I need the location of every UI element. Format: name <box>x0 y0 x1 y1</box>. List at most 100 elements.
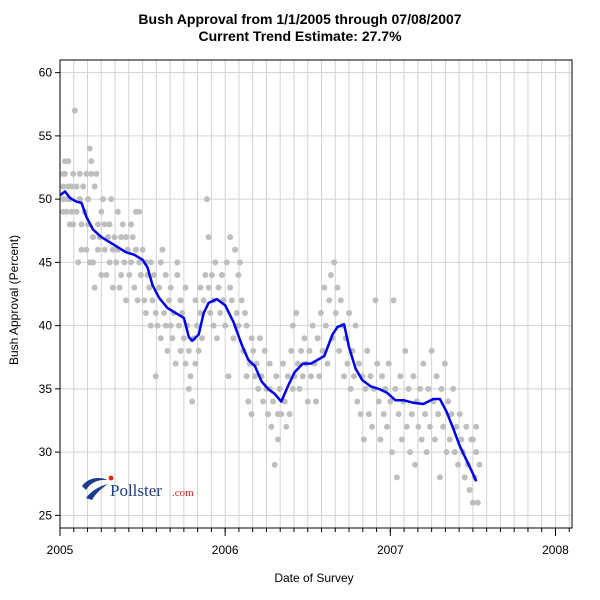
poll-point <box>393 474 400 481</box>
poll-point <box>245 398 252 405</box>
poll-point <box>451 449 458 456</box>
poll-point <box>156 284 163 291</box>
poll-point <box>167 284 174 291</box>
poll-point <box>433 373 440 380</box>
poll-point <box>294 360 301 367</box>
poll-point <box>237 259 244 266</box>
y-tick-label: 30 <box>39 445 53 459</box>
poll-point <box>392 385 399 392</box>
poll-point <box>334 284 341 291</box>
poll-point <box>98 208 105 215</box>
poll-point <box>157 335 164 342</box>
poll-point <box>175 322 182 329</box>
poll-point <box>321 284 328 291</box>
poll-point <box>146 284 153 291</box>
poll-point <box>128 221 135 228</box>
poll-point <box>94 221 101 228</box>
y-tick-label: 50 <box>39 192 53 206</box>
poll-point <box>289 385 296 392</box>
logo-swoosh-lower-icon <box>86 484 108 500</box>
poll-point <box>474 499 481 506</box>
poll-point <box>141 297 148 304</box>
poll-point <box>118 234 125 241</box>
poll-point <box>306 347 313 354</box>
poll-point <box>369 423 376 430</box>
poll-point <box>443 449 450 456</box>
poll-point <box>101 221 108 228</box>
poll-point <box>197 284 204 291</box>
poll-point <box>88 158 95 165</box>
poll-point <box>428 347 435 354</box>
poll-point <box>412 461 419 468</box>
x-tick-label: 2007 <box>377 543 404 557</box>
poll-point <box>364 347 371 354</box>
poll-point <box>228 297 235 304</box>
poll-point <box>425 385 432 392</box>
poll-point <box>197 309 204 316</box>
poll-point <box>418 436 425 443</box>
poll-point <box>207 309 214 316</box>
poll-point <box>177 297 184 304</box>
poll-point <box>99 196 106 203</box>
poll-point <box>235 272 242 279</box>
poll-point <box>208 272 215 279</box>
poll-point <box>469 499 476 506</box>
poll-point <box>384 423 391 430</box>
poll-point <box>446 436 453 443</box>
poll-point <box>164 347 171 354</box>
poll-point <box>435 411 442 418</box>
y-tick-label: 25 <box>39 508 53 522</box>
poll-point <box>126 272 133 279</box>
poll-point <box>218 272 225 279</box>
poll-point <box>387 398 394 405</box>
poll-point <box>456 411 463 418</box>
poll-point <box>76 196 83 203</box>
poll-point <box>379 373 386 380</box>
poll-point <box>103 272 110 279</box>
x-tick-label: 2005 <box>47 543 74 557</box>
poll-point <box>473 449 480 456</box>
trend-line <box>59 190 478 482</box>
poll-point <box>275 436 282 443</box>
poll-point <box>90 234 97 241</box>
poll-point <box>327 272 334 279</box>
poll-point <box>260 398 267 405</box>
poll-point <box>473 423 480 430</box>
poll-point <box>314 335 321 342</box>
poll-point <box>172 360 179 367</box>
poll-point <box>154 322 161 329</box>
poll-point <box>284 373 291 380</box>
poll-point <box>205 234 212 241</box>
poll-point <box>410 373 417 380</box>
poll-point <box>85 196 92 203</box>
y-tick-label: 35 <box>39 382 53 396</box>
poll-point <box>129 234 136 241</box>
poll-point <box>73 183 80 190</box>
poll-point <box>61 170 68 177</box>
poll-point <box>90 259 97 266</box>
poll-point <box>293 309 300 316</box>
poll-point <box>344 360 351 367</box>
poll-point <box>108 196 115 203</box>
poll-point <box>453 423 460 430</box>
poll-point <box>390 297 397 304</box>
poll-point <box>385 360 392 367</box>
y-tick-label: 55 <box>39 129 53 143</box>
poll-point <box>352 322 359 329</box>
poll-point <box>159 246 166 253</box>
poll-point <box>415 423 422 430</box>
poll-point <box>268 423 275 430</box>
poll-point <box>365 411 372 418</box>
poll-point <box>70 170 77 177</box>
poll-point <box>422 411 429 418</box>
poll-point <box>166 297 173 304</box>
poll-point <box>136 259 143 266</box>
poll-point <box>128 259 135 266</box>
poll-point <box>225 373 232 380</box>
poll-point <box>250 347 257 354</box>
poll-point <box>147 322 154 329</box>
y-axis: 25 30 35 40 45 50 55 60 <box>39 66 60 522</box>
poll-point <box>332 309 339 316</box>
poll-point <box>286 411 293 418</box>
poll-point <box>309 322 316 329</box>
